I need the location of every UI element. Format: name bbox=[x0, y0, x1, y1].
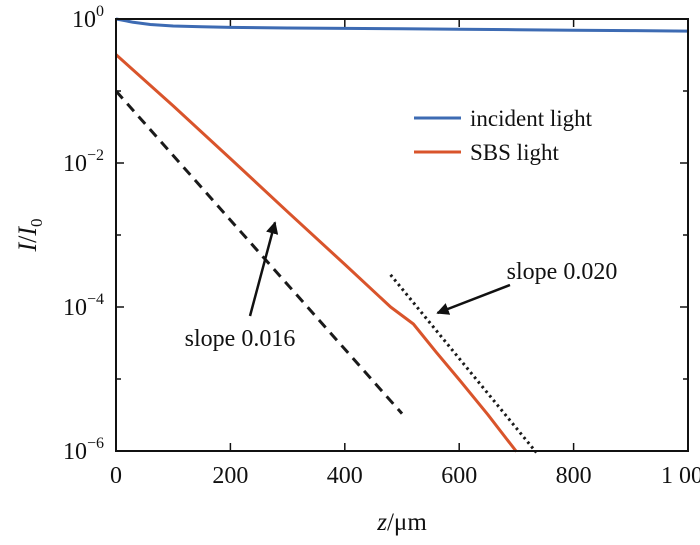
y-axis-numerator: I bbox=[13, 242, 42, 253]
y-axis-denominator: I bbox=[13, 226, 42, 237]
y-tick-base: 10 bbox=[72, 7, 96, 33]
series-line bbox=[114, 53, 518, 453]
y-tick-exponent: −4 bbox=[87, 291, 104, 308]
x-tick-label: 0 bbox=[110, 463, 122, 489]
x-tick-label: 1 000 bbox=[661, 463, 700, 489]
annotation-arrow bbox=[436, 283, 511, 315]
x-axis-label: z/μm bbox=[376, 509, 427, 536]
legend: incident light SBS light bbox=[414, 106, 593, 165]
y-tick-label: 100 bbox=[72, 3, 104, 33]
reference-lines bbox=[114, 90, 538, 454]
x-tick-label: 400 bbox=[327, 463, 363, 489]
slope-reference-line bbox=[114, 90, 404, 415]
x-tick-labels: 0 200 400 600 800 1 000 bbox=[110, 463, 700, 489]
plot-frame bbox=[115, 18, 689, 452]
y-tick-exponent: −2 bbox=[87, 147, 104, 164]
slope-reference-line bbox=[389, 273, 538, 454]
y-axis-subscript: 0 bbox=[27, 218, 46, 227]
y-tick-label: 10−2 bbox=[63, 147, 104, 177]
x-tick-label: 800 bbox=[556, 463, 592, 489]
x-tick-label: 600 bbox=[441, 463, 477, 489]
annotation-arrow bbox=[248, 221, 279, 317]
y-tick-exponent: −6 bbox=[87, 435, 104, 452]
x-tick-label: 200 bbox=[212, 463, 248, 489]
x-axis-variable: z bbox=[376, 509, 387, 536]
annotation-label: slope 0.020 bbox=[507, 259, 618, 285]
series-layer bbox=[114, 17, 689, 453]
y-tick-base: 10 bbox=[63, 439, 87, 465]
annotation-label: slope 0.016 bbox=[185, 326, 296, 352]
y-tick-label: 10−6 bbox=[63, 435, 104, 465]
y-tick-base: 10 bbox=[63, 151, 87, 177]
y-tick-label: 10−4 bbox=[63, 291, 104, 321]
annotations: slope 0.016 slope 0.020 bbox=[185, 221, 618, 352]
y-axis-slash: / bbox=[13, 235, 42, 243]
x-axis-unit: /μm bbox=[387, 509, 427, 536]
legend-label: incident light bbox=[470, 106, 593, 131]
tick-marks bbox=[115, 18, 689, 452]
y-tick-base: 10 bbox=[63, 295, 87, 321]
series-line bbox=[115, 17, 689, 33]
legend-label: SBS light bbox=[470, 140, 559, 165]
y-axis-label: I/I0 bbox=[13, 218, 46, 252]
y-tick-exponent: 0 bbox=[96, 3, 104, 20]
